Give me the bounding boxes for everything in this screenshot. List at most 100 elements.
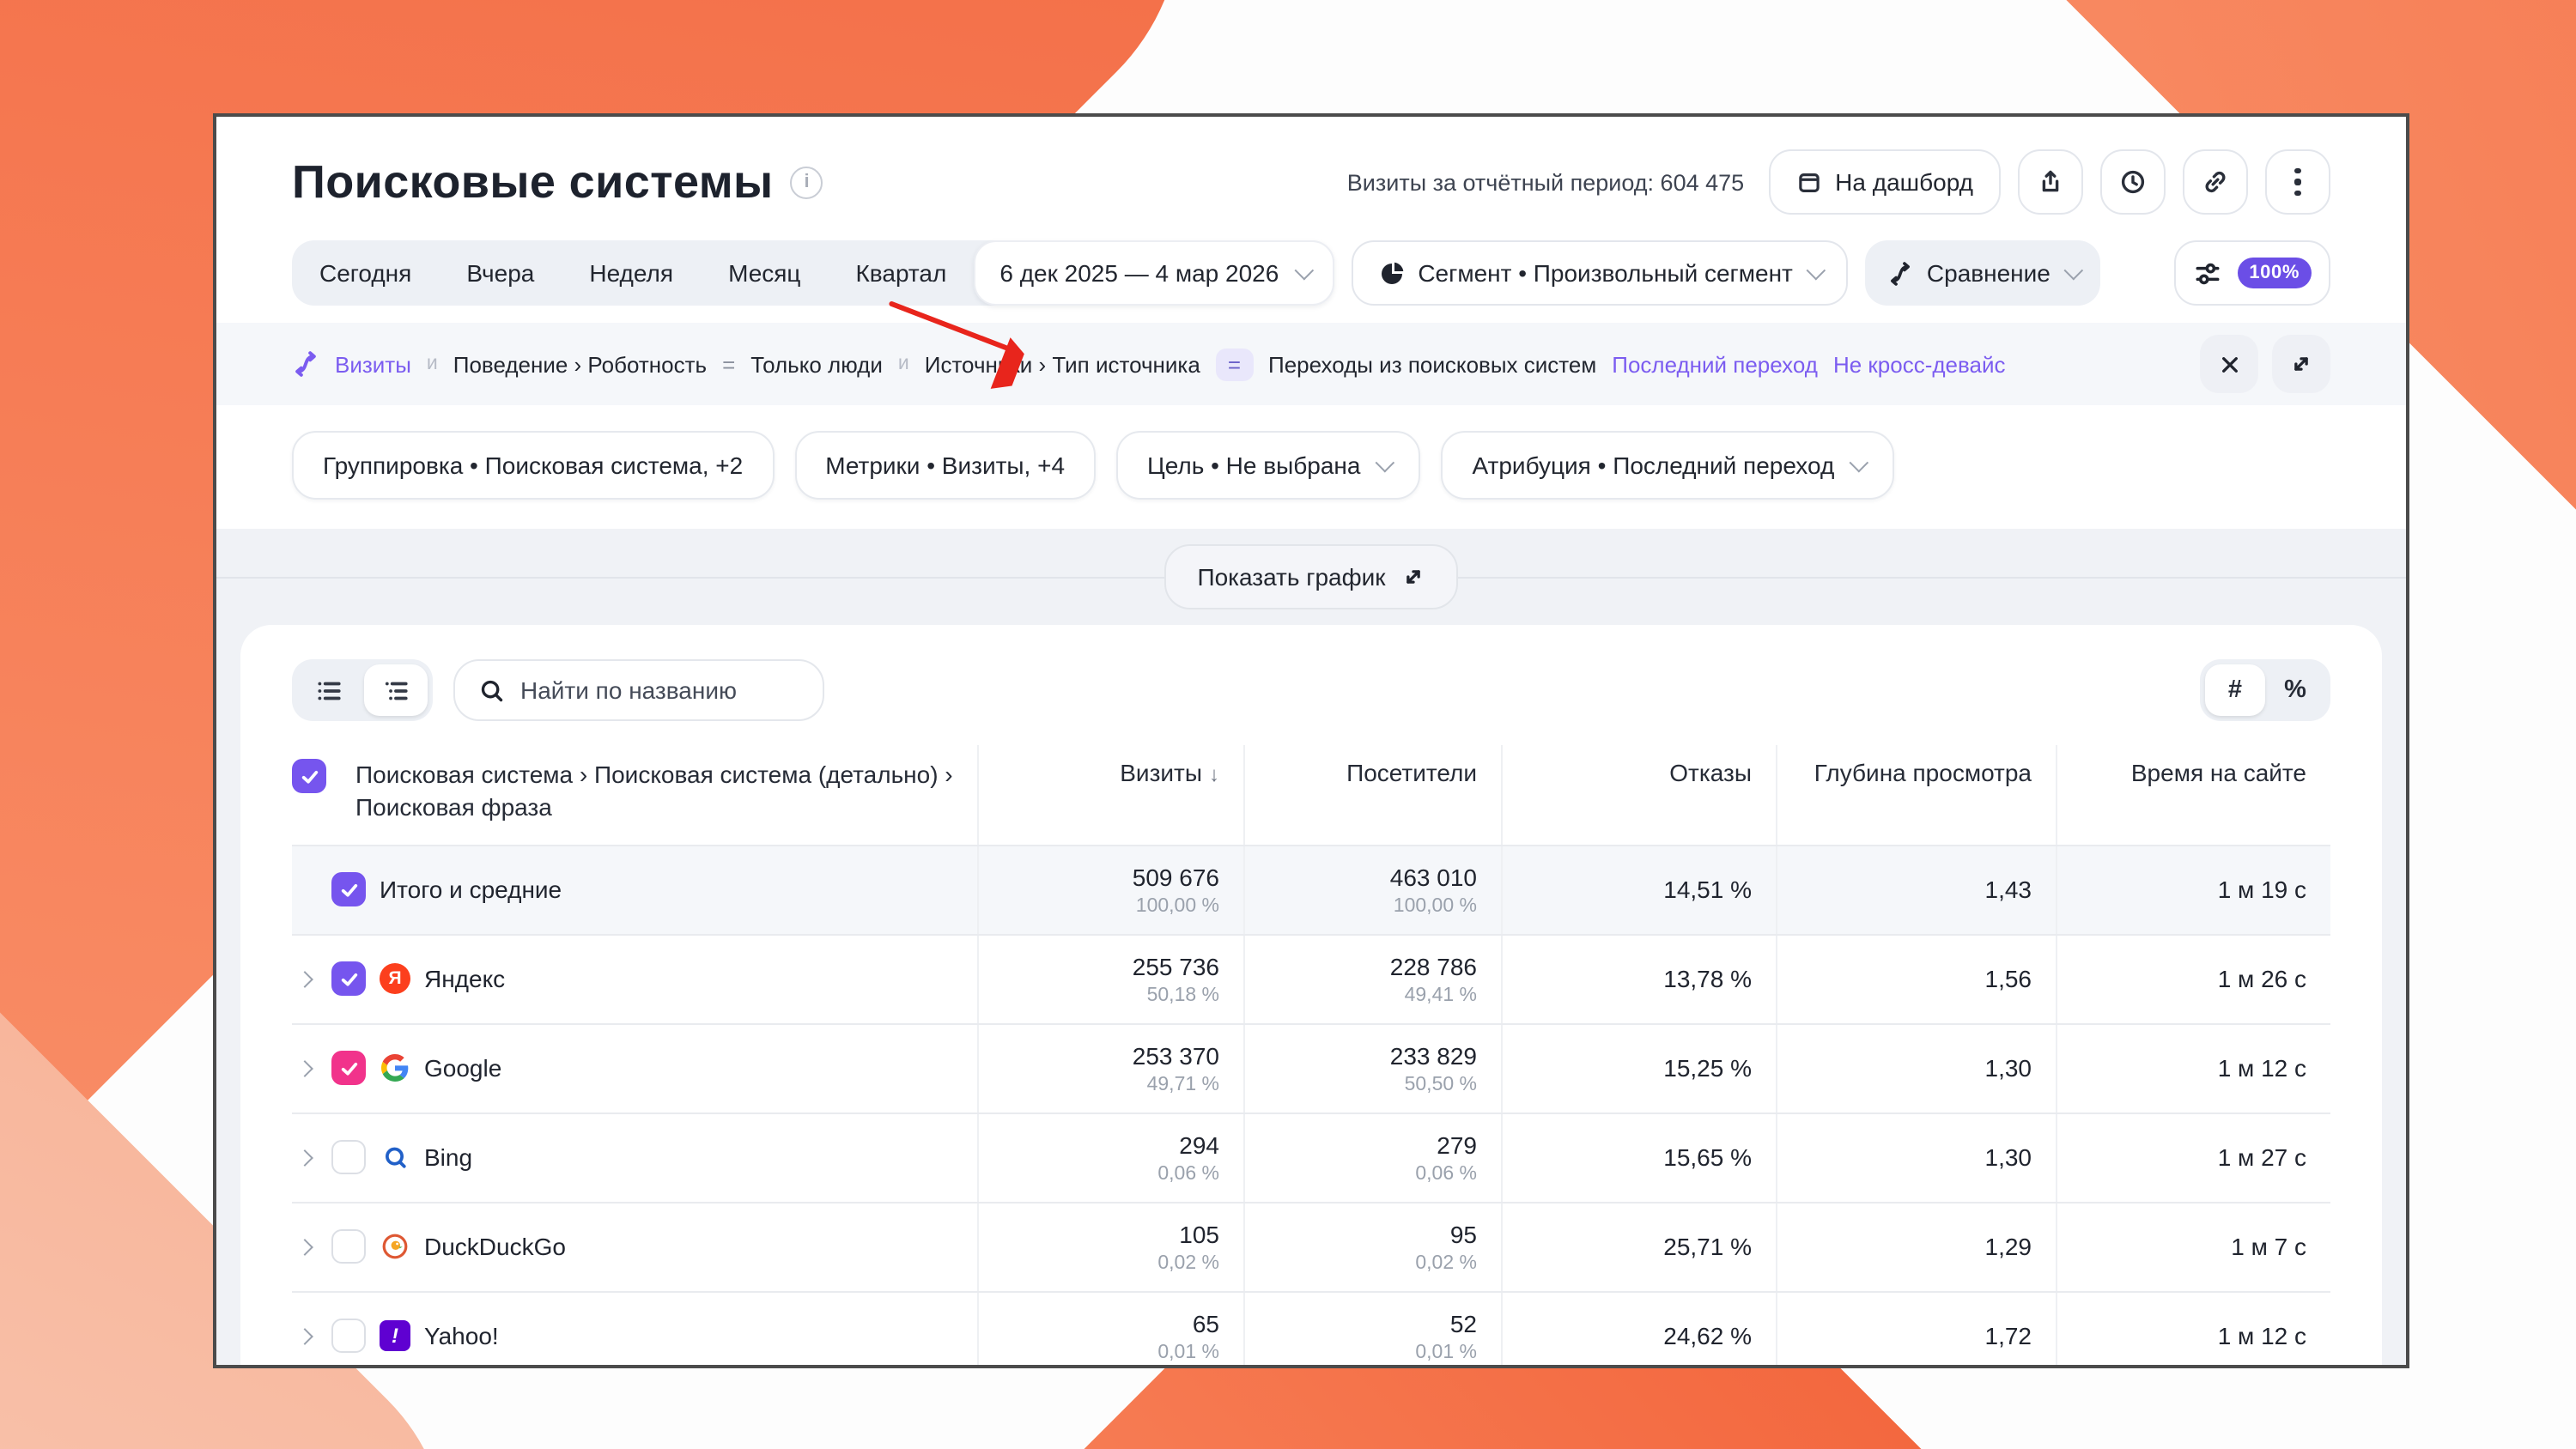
report-settings-row: Группировка • Поисковая система, +2 Метр… [216, 405, 2406, 529]
row-label[interactable]: Яндекс [424, 966, 505, 993]
flat-list-view-button[interactable] [297, 664, 361, 716]
row-checkbox[interactable] [331, 1141, 366, 1175]
visits-value: 255 736 [1133, 953, 1219, 980]
sampling-control[interactable]: 100% [2173, 240, 2330, 306]
dashboard-icon [1795, 169, 1821, 195]
preset-yesterday[interactable]: Вчера [439, 240, 562, 306]
expand-row-chevron[interactable] [292, 967, 316, 991]
chevron-down-icon [1376, 453, 1395, 473]
tree-view-button[interactable] [364, 664, 428, 716]
visits-value: 509 676 [1133, 864, 1219, 891]
attribution-button[interactable]: Атрибуция • Последний переход [1441, 431, 1894, 500]
applied-filters-bar: Визиты и Поведение › Роботность = Только… [216, 323, 2406, 405]
visitors-value: 52 [1450, 1310, 1477, 1337]
date-preset-group: Сегодня Вчера Неделя Месяц Квартал 6 дек… [292, 240, 1334, 306]
column-header-time[interactable]: Время на сайте [2056, 745, 2330, 845]
dimension-header-label[interactable]: Поисковая система › Поисковая система (д… [355, 759, 957, 824]
copy-link-button[interactable] [2183, 149, 2248, 215]
report-table: Поисковая система › Поисковая система (д… [292, 745, 2330, 1365]
filter-behavior-path[interactable]: Поведение › Роботность [453, 351, 707, 377]
clear-filters-button[interactable] [2200, 335, 2258, 393]
metrics-button[interactable]: Метрики • Визиты, +4 [794, 431, 1096, 500]
expand-row-chevron[interactable] [292, 1057, 316, 1081]
time-value: 1 м 19 с [2218, 876, 2306, 904]
grouping-button[interactable]: Группировка • Поисковая система, +2 [292, 431, 774, 500]
attribution-link-cross-device[interactable]: Не кросс-девайс [1833, 351, 2006, 377]
page-title: Поисковые системы [292, 155, 774, 209]
data-table-card: # % Поисковая система › Поисковая систем… [240, 625, 2382, 1365]
table-row-totals: Итого и средние 509 676100,00 % 463 0101… [292, 845, 2330, 934]
units-toggle: # % [2200, 659, 2330, 721]
kebab-icon [2295, 168, 2300, 195]
more-actions-button[interactable] [2265, 149, 2330, 215]
filter-and: и [898, 354, 909, 374]
yandex-icon: Я [380, 964, 410, 995]
visitors-value: 463 010 [1390, 864, 1477, 891]
expand-row-chevron[interactable] [292, 1235, 316, 1259]
preset-today[interactable]: Сегодня [292, 240, 439, 306]
visits-share: 100,00 % [1136, 896, 1219, 917]
row-label[interactable]: Google [424, 1055, 501, 1082]
chevron-down-icon [2063, 261, 2083, 281]
time-value: 1 м 7 с [2231, 1234, 2306, 1261]
expand-filters-button[interactable] [2272, 335, 2330, 393]
report-window: Поисковые системы i Визиты за отчётный п… [213, 113, 2409, 1368]
row-checkbox[interactable] [331, 873, 366, 907]
row-checkbox[interactable] [331, 962, 366, 997]
row-checkbox[interactable] [331, 1052, 366, 1086]
sort-desc-icon: ↓ [1209, 762, 1219, 786]
percent-values-button[interactable]: % [2265, 664, 2325, 716]
search-input[interactable] [520, 676, 799, 704]
to-dashboard-button[interactable]: На дашборд [1768, 149, 2001, 215]
filter-metric-link[interactable]: Визиты [335, 351, 411, 377]
segment-pie-icon [1378, 260, 1404, 286]
link-icon [2202, 168, 2229, 196]
column-header-depth[interactable]: Глубина просмотра [1776, 745, 2056, 845]
attribution-link-last-click[interactable]: Последний переход [1612, 351, 1818, 377]
visitors-share: 0,01 % [1415, 1343, 1477, 1363]
clock-icon [2119, 168, 2147, 196]
row-checkbox[interactable] [331, 1230, 366, 1264]
absolute-values-button[interactable]: # [2205, 664, 2265, 716]
row-label[interactable]: Yahoo! [424, 1323, 499, 1350]
report-header: Поисковые системы i Визиты за отчётный п… [216, 117, 2406, 306]
bounce-value: 24,62 % [1663, 1323, 1752, 1350]
expand-row-chevron[interactable] [292, 1325, 316, 1349]
visits-value: 294 [1179, 1131, 1219, 1159]
goal-label: Цель • Не выбрана [1147, 452, 1360, 479]
row-label[interactable]: Bing [424, 1144, 472, 1172]
filter-behavior-value[interactable]: Только люди [750, 351, 883, 377]
row-label[interactable]: DuckDuckGo [424, 1234, 566, 1261]
close-icon [2218, 353, 2240, 375]
expand-row-chevron[interactable] [292, 1146, 316, 1170]
goal-button[interactable]: Цель • Не выбрана [1116, 431, 1420, 500]
column-header-visits[interactable]: Визиты↓ [977, 745, 1243, 845]
history-button[interactable] [2100, 149, 2166, 215]
segment-label: Сегмент • Произвольный сегмент [1418, 259, 1793, 287]
table-row-bing: Bing 2940,06 % 2790,06 % 15,65 % 1,30 1 … [292, 1113, 2330, 1202]
visits-share: 49,71 % [1147, 1075, 1219, 1095]
tree-list-icon [381, 676, 410, 705]
column-header-visitors[interactable]: Посетители [1243, 745, 1501, 845]
info-icon[interactable]: i [791, 166, 823, 198]
row-checkbox[interactable] [331, 1319, 366, 1354]
depth-value: 1,29 [1985, 1234, 2032, 1261]
select-all-checkbox[interactable] [292, 759, 326, 793]
show-chart-button[interactable]: Показать график [1164, 544, 1457, 609]
depth-value: 1,30 [1985, 1055, 2032, 1082]
chevron-down-icon [1294, 261, 1314, 281]
preset-week[interactable]: Неделя [562, 240, 701, 306]
view-mode-toggle [292, 659, 433, 721]
time-value: 1 м 12 с [2218, 1055, 2306, 1082]
column-header-bounce[interactable]: Отказы [1501, 745, 1776, 845]
filter-source-value[interactable]: Переходы из поисковых систем [1268, 351, 1596, 377]
export-button[interactable] [2018, 149, 2083, 215]
search-box [453, 659, 824, 721]
visitors-value: 95 [1450, 1221, 1477, 1248]
comparison-selector[interactable]: Сравнение [1865, 240, 2100, 306]
segment-selector[interactable]: Сегмент • Произвольный сегмент [1351, 240, 1848, 306]
time-value: 1 м 12 с [2218, 1323, 2306, 1350]
visits-value: 65 [1193, 1310, 1219, 1337]
preset-month[interactable]: Месяц [701, 240, 828, 306]
date-range-picker[interactable]: 6 дек 2025 — 4 мар 2026 [974, 240, 1334, 306]
